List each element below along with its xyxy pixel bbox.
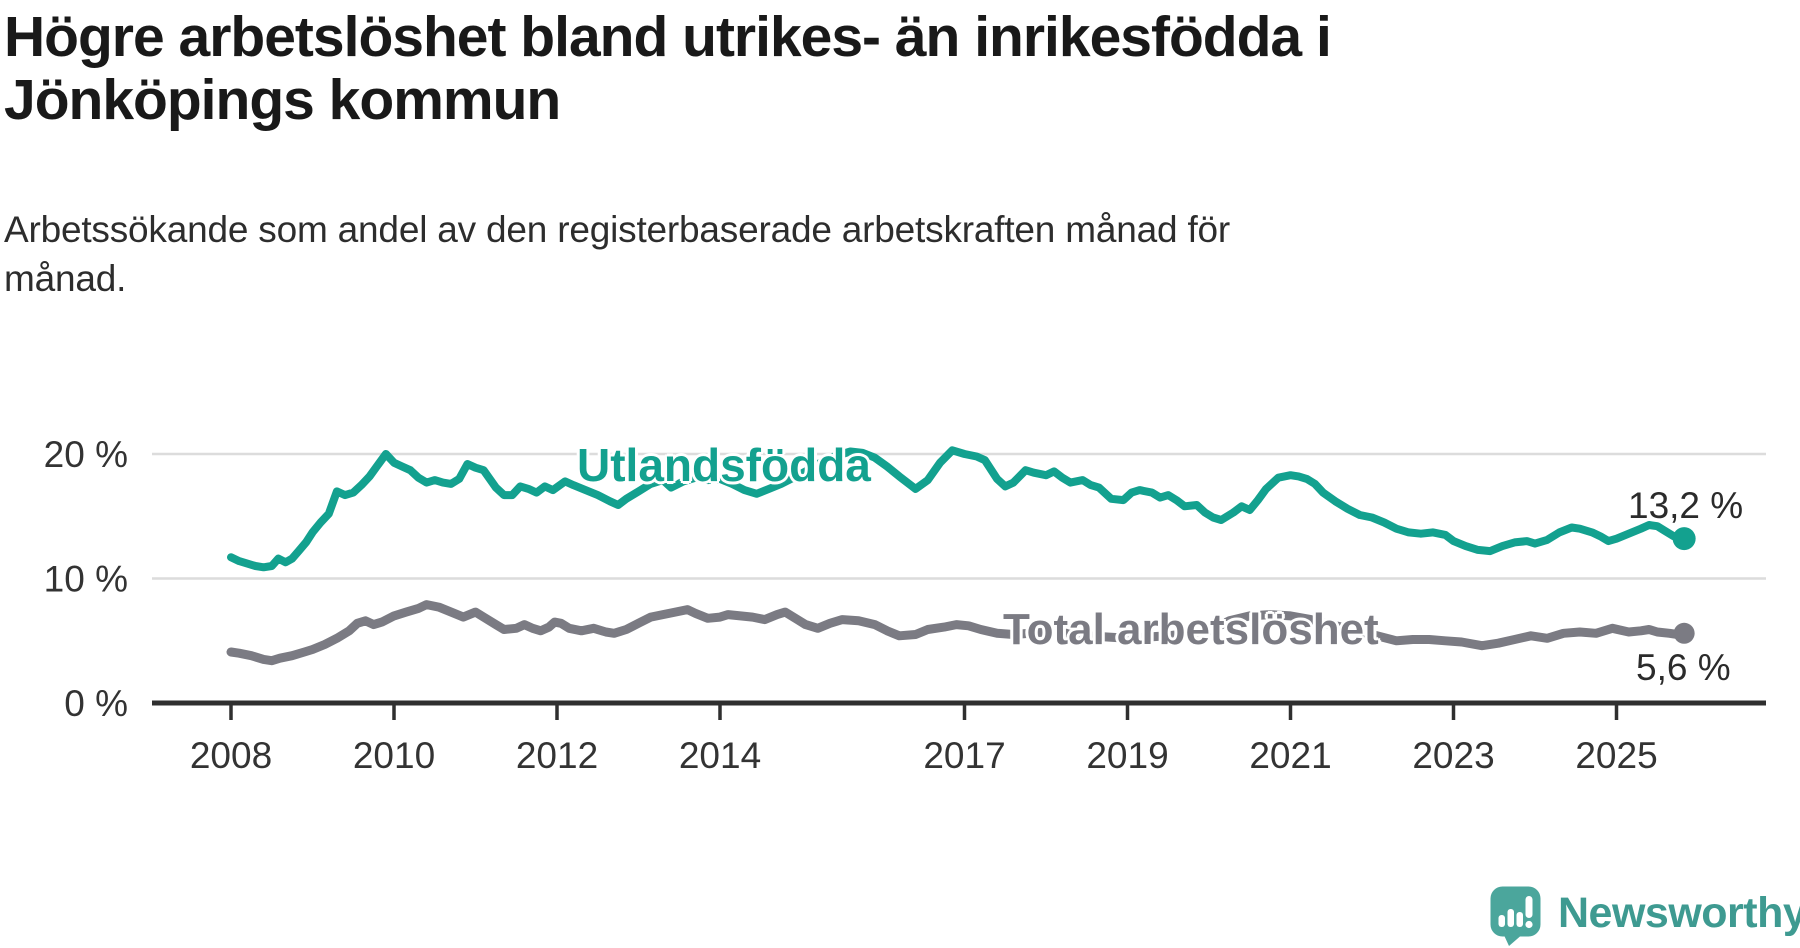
page-title-line-2: Jönköpings kommun [4,67,561,132]
page-title: Högre arbetslöshet bland utrikes- än inr… [4,5,1332,132]
y-tick-label: 0 % [64,683,128,724]
x-tick-label: 2008 [190,735,272,776]
chart-subtitle: Arbetssökande som andel av den registerb… [4,206,1230,304]
chart-subtitle-line-2: månad. [4,257,127,299]
x-tick-label: 2025 [1575,735,1657,776]
end-value-label-total: 5,6 % [1636,647,1731,688]
x-tick-label: 2021 [1249,735,1331,776]
series-end-dot-0 [1672,527,1696,551]
newsworthy-logo-text: Newsworthy [1558,888,1800,937]
newsworthy-logo-icon [1490,886,1541,946]
newsworthy-branding: Newsworthy [1490,886,1800,946]
series-end-dot-1 [1673,622,1695,644]
series-line-0 [227,446,1689,572]
series-label-total-arbetsloshet: Total arbetslöshet [1003,605,1379,654]
chart-subtitle-line-1: Arbetssökande som andel av den registerb… [4,209,1231,250]
x-tick-label: 2023 [1412,735,1494,776]
series-line-1 [226,600,1689,666]
page-title-line-1: Högre arbetslöshet bland utrikes- än inr… [4,5,1332,69]
x-tick-label: 2014 [679,735,761,776]
y-tick-label: 20 % [44,434,128,475]
x-tick-label: 2012 [516,735,598,776]
series-label-utlandsfodda: Utlandsfödda [577,439,871,491]
y-tick-label: 10 % [44,559,128,600]
x-tick-label: 2017 [923,735,1005,776]
end-value-label-utlandsfodda: 13,2 % [1628,485,1744,526]
x-tick-label: 2010 [353,735,435,776]
x-tick-label: 2019 [1086,735,1168,776]
